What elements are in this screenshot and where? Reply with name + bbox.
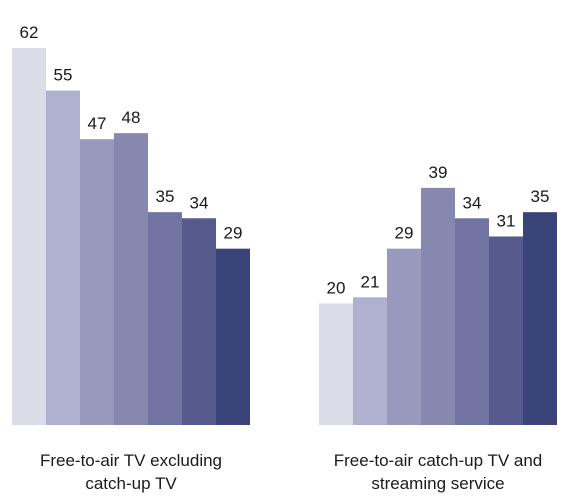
value-label-g2-s1: 20	[327, 278, 346, 297]
value-labels-layer: 62 55 47 48 35 34 29 20 21 29 39 34 31 35	[20, 23, 550, 297]
value-label-g1-s4: 48	[122, 108, 141, 127]
value-label-g1-s3: 47	[88, 114, 107, 133]
value-label-g1-s7: 29	[224, 224, 243, 243]
category-label-2-line-2: streaming service	[371, 474, 504, 493]
bar-g2-s4	[421, 187, 455, 425]
value-label-g1-s5: 35	[156, 187, 175, 206]
bar-g1-s4	[114, 133, 148, 425]
bar-g2-s5	[455, 218, 489, 425]
value-label-g2-s7: 35	[531, 187, 550, 206]
value-label-g2-s5: 34	[463, 193, 482, 212]
value-label-g1-s6: 34	[190, 193, 209, 212]
value-label-g2-s6: 31	[497, 212, 516, 231]
value-label-g1-s1: 62	[20, 23, 39, 42]
category-labels-layer: Free-to-air TV excluding catch-up TV Free-…	[40, 451, 542, 493]
category-label-1-line-2: catch-up TV	[85, 474, 177, 493]
bar-g1-s1	[12, 48, 46, 425]
bar-g2-s6	[489, 236, 523, 425]
bar-g2-s1	[319, 303, 353, 425]
category-label-2-line-1: Free-to-air catch-up TV and	[334, 451, 543, 470]
bar-g1-s3	[80, 139, 114, 426]
bar-g1-s6	[182, 218, 216, 425]
bar-g2-s7	[523, 212, 557, 425]
bar-g1-s5	[148, 212, 182, 425]
value-label-g1-s2: 55	[54, 66, 73, 85]
bar-g2-s2	[353, 297, 387, 425]
value-label-g2-s3: 29	[395, 224, 414, 243]
bars-layer	[12, 48, 557, 426]
bar-g2-s3	[387, 248, 421, 425]
bar-g1-s7	[216, 248, 250, 425]
bar-g1-s2	[46, 90, 80, 425]
value-label-g2-s2: 21	[361, 272, 380, 291]
category-label-1-line-1: Free-to-air TV excluding	[40, 451, 222, 470]
value-label-g2-s4: 39	[429, 163, 448, 182]
